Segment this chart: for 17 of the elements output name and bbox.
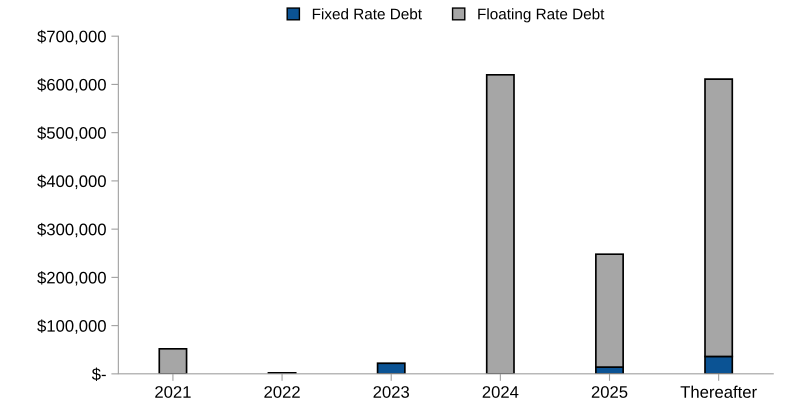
x-tick-label: 2024 [482,386,518,398]
bar [376,362,406,374]
y-tick-label: $700,000 [37,30,106,44]
y-tick-label: $100,000 [37,319,106,334]
y-tick-label: $200,000 [37,271,106,286]
y-tick-label: $300,000 [37,222,106,238]
legend-label: Fixed Rate Debt [312,8,422,20]
y-tick-label: $500,000 [37,126,106,141]
x-tick-label: 2022 [264,386,300,398]
x-tick-label: Thereafter [680,386,757,398]
y-tick-label: $400,000 [37,174,106,190]
legend-label: Floating Rate Debt [478,8,604,22]
y-tick-label: $600,000 [37,78,106,93]
x-tick-label: 2021 [155,386,191,398]
x-tick-label: 2023 [374,386,410,398]
y-tick-label: $- [92,368,106,382]
x-tick-label: 2025 [592,386,628,398]
